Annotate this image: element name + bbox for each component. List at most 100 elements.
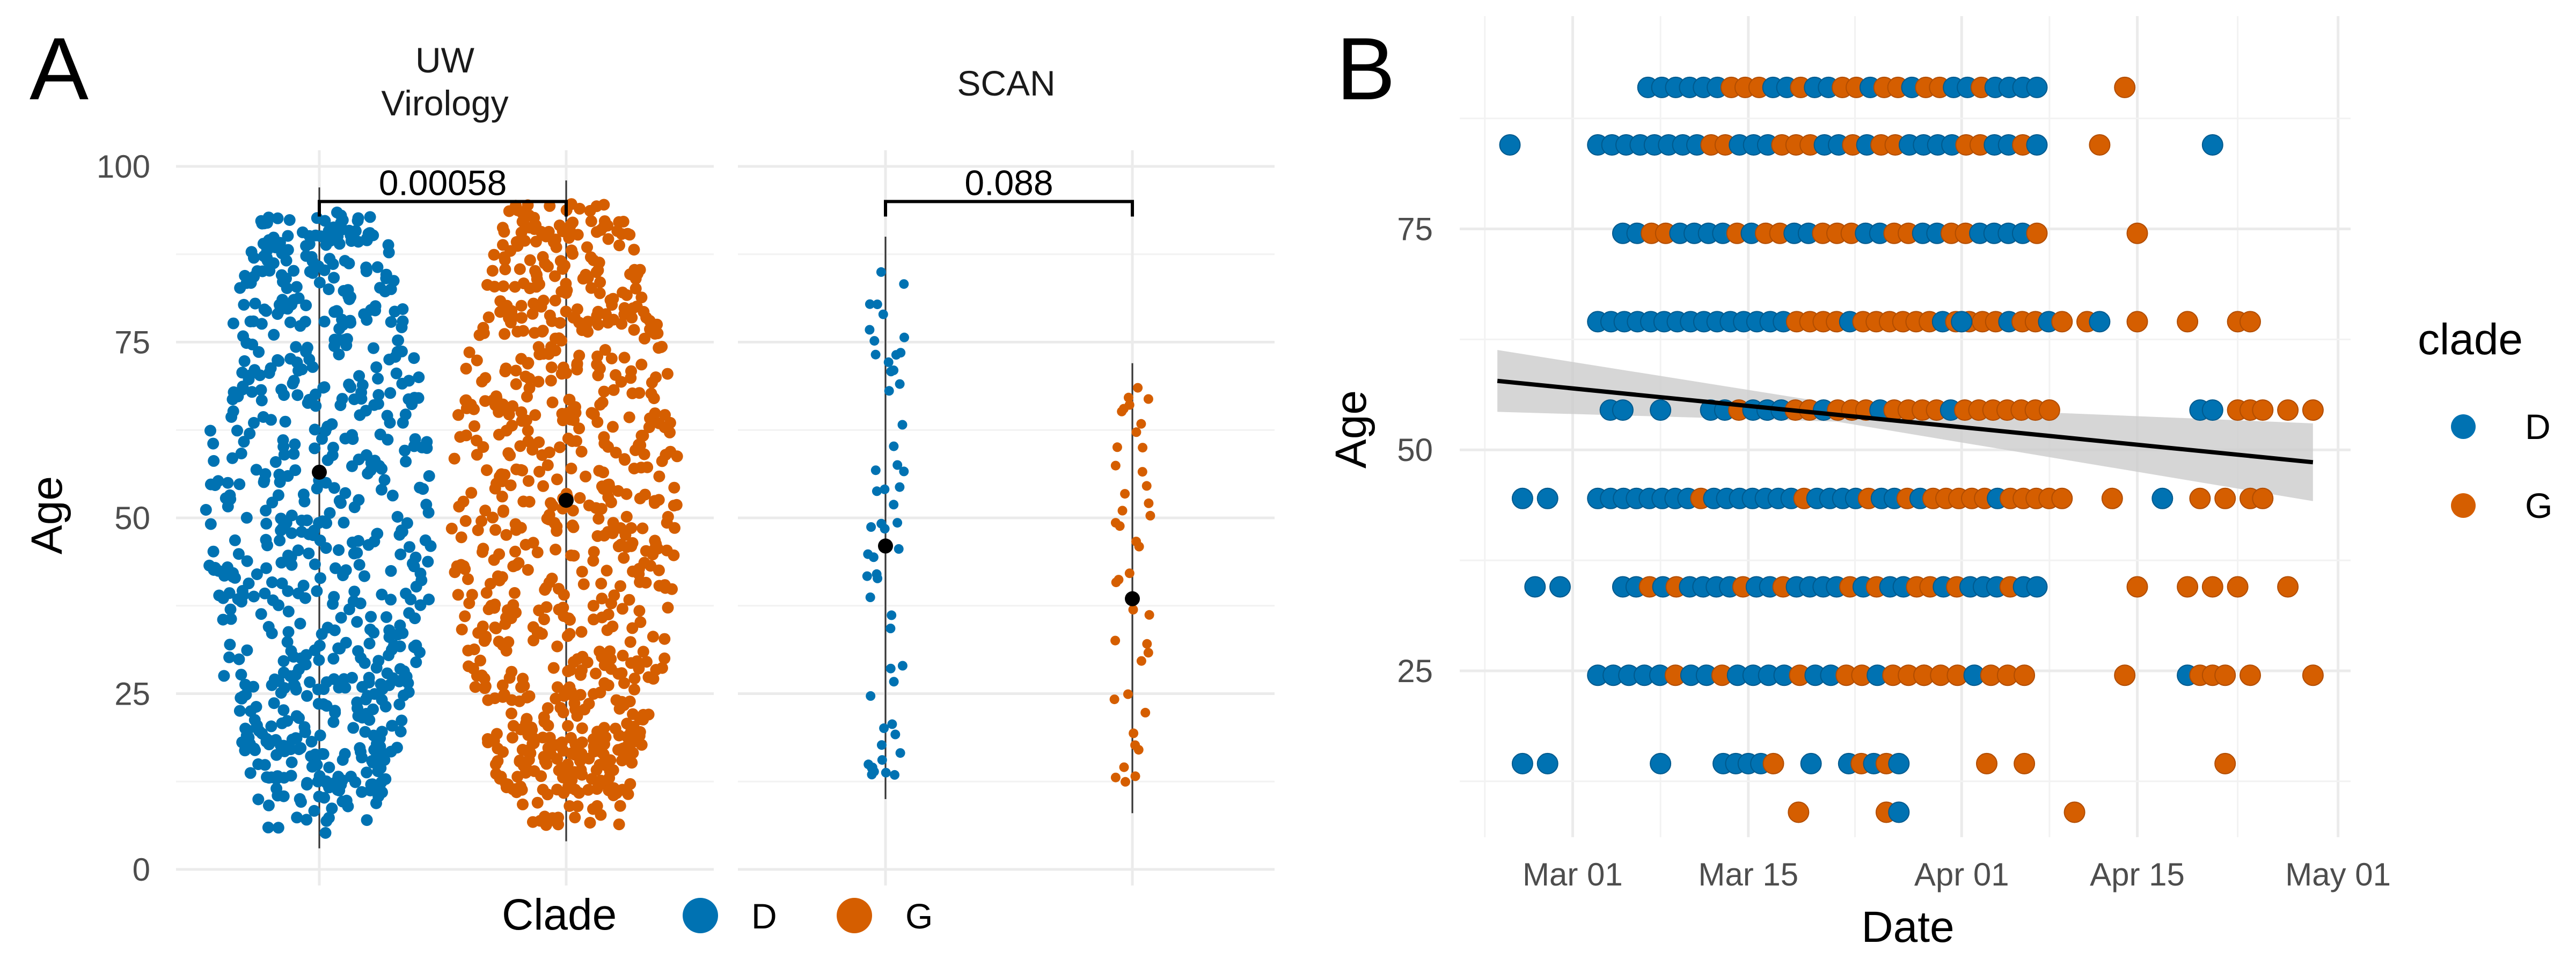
panel-a-point — [481, 464, 493, 477]
panel-a-point — [523, 222, 536, 234]
panel-a-point — [419, 534, 431, 546]
panel-a-point — [624, 636, 636, 648]
panel-a-point — [599, 344, 611, 356]
panel-a-point — [531, 546, 544, 559]
panel-a-point — [511, 771, 524, 783]
panel-a-point — [876, 267, 886, 277]
panel-a-median-point — [559, 493, 574, 508]
panel-b-point — [2026, 76, 2048, 98]
panel-a-point — [640, 545, 652, 557]
panel-a-point — [273, 355, 285, 367]
panel-a-point — [637, 646, 649, 658]
panel-a-point — [309, 558, 321, 570]
panel-a-point — [533, 278, 545, 290]
panel-a-point — [391, 511, 404, 523]
panel-a-point — [327, 258, 339, 270]
panel-a-point — [259, 587, 271, 599]
panel-a-point — [551, 473, 563, 486]
panel-a-point — [571, 303, 583, 316]
panel-a-point — [323, 283, 335, 295]
panel-a-point — [266, 576, 278, 588]
panel-a-point — [641, 461, 654, 473]
panel-a-point — [537, 251, 549, 263]
panel-a-point — [596, 592, 608, 605]
panel-a-point — [574, 755, 586, 767]
panel-a-point — [1120, 489, 1130, 499]
panel-a-point — [292, 544, 304, 557]
panel-a-point — [669, 522, 680, 534]
panel-a-point — [272, 822, 284, 834]
panel-a-point — [543, 446, 555, 458]
panel-a-point — [356, 786, 368, 798]
panel-a-point — [332, 642, 345, 654]
panel-a-point — [360, 693, 372, 706]
panel-a-point — [263, 367, 275, 379]
panel-a-point — [560, 277, 572, 290]
panel-a-point — [362, 467, 374, 480]
panel-a-point — [492, 755, 504, 767]
panel-a-point — [506, 420, 518, 432]
panel-a-point — [355, 652, 367, 664]
panel-a-point — [604, 765, 616, 777]
panel-a-point — [347, 433, 359, 445]
panel-a-point — [251, 568, 263, 580]
panel-a-point — [540, 601, 553, 613]
panel-a-point — [472, 627, 485, 639]
panel-a-point — [639, 488, 651, 501]
panel-a-point — [445, 522, 458, 535]
panel-a-point — [333, 682, 345, 694]
panel-a-point — [294, 793, 306, 805]
panel-a-point — [479, 680, 492, 692]
panel-a-point — [613, 729, 625, 742]
panel-a-point — [571, 359, 583, 371]
panel-a-point — [551, 784, 564, 796]
panel-a-p-value: 0.00058 — [379, 163, 507, 203]
panel-a-point — [327, 598, 339, 610]
panel-b-point — [2114, 664, 2136, 686]
panel-a-point — [624, 268, 636, 280]
panel-a-point — [367, 703, 379, 715]
panel-a-point — [866, 691, 876, 701]
panel-a-point — [507, 599, 519, 611]
panel-a-point — [648, 495, 661, 507]
panel-a-point — [368, 535, 380, 547]
panel-a-point — [1123, 392, 1133, 402]
panel-a-point — [565, 731, 577, 744]
panel-a-point — [468, 643, 480, 655]
panel-a-point — [248, 590, 260, 603]
panel-a-bracket — [318, 200, 568, 217]
panel-a-point — [264, 265, 276, 277]
panel-a-point — [529, 265, 541, 277]
panel-a-point — [277, 704, 290, 716]
panel-a-point — [590, 502, 602, 514]
panel-b-point — [1511, 487, 1533, 509]
panel-a-point — [605, 353, 618, 364]
panel-a-point — [294, 618, 306, 630]
panel-a-point — [348, 547, 360, 560]
panel-a-point — [459, 515, 472, 527]
panel-a-point — [587, 599, 599, 612]
panel-a-point — [509, 281, 521, 293]
panel-a-point — [520, 414, 532, 427]
panel-a-point — [328, 272, 340, 284]
panel-a-point — [338, 673, 350, 685]
panel-a-point — [588, 740, 600, 752]
panel-a-point — [284, 316, 296, 328]
panel-a-point — [661, 544, 673, 557]
panel-a-point — [274, 476, 286, 488]
panel-a-point — [1133, 745, 1144, 755]
panel-a-point — [372, 372, 384, 385]
panel-b-x-tick-label: Mar 01 — [1523, 857, 1623, 892]
panel-a-point — [514, 756, 526, 768]
panel-a-point — [876, 518, 887, 529]
panel-a-point — [358, 570, 370, 582]
panel-a-point — [371, 261, 384, 273]
panel-a-point — [292, 292, 305, 304]
panel-a-point — [576, 664, 588, 676]
panel-a-point — [234, 282, 246, 294]
panel-a-point — [235, 669, 247, 681]
panel-a-point — [396, 525, 408, 538]
panel-a-point — [286, 756, 298, 769]
panel-a-point — [248, 416, 260, 429]
panel-a-point — [293, 712, 305, 724]
